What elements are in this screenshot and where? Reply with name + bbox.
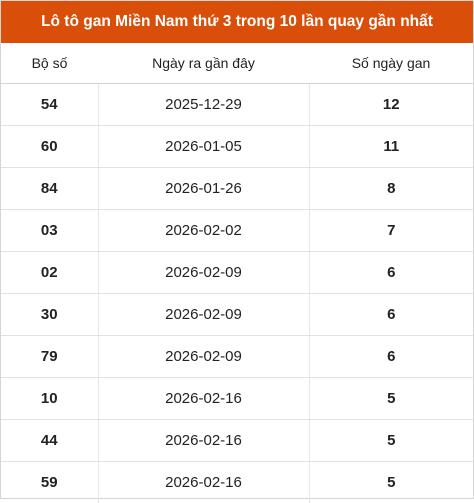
table-row: 30 2026-02-09 6 [1, 294, 473, 336]
table-row: 59 2026-02-16 5 [1, 462, 473, 503]
widget-title: Lô tô gan Miền Nam thứ 3 trong 10 lần qu… [1, 1, 473, 43]
lo-gan-table: Bộ số Ngày ra gần đây Số ngày gan 54 202… [1, 43, 473, 503]
row-last-date: 2026-02-02 [98, 210, 309, 252]
row-number: 54 [1, 84, 98, 126]
row-days-gan: 11 [309, 126, 473, 168]
table-row: 84 2026-01-26 8 [1, 168, 473, 210]
row-last-date: 2026-02-09 [98, 252, 309, 294]
table-row: 44 2026-02-16 5 [1, 420, 473, 462]
row-number: 44 [1, 420, 98, 462]
row-last-date: 2026-01-05 [98, 126, 309, 168]
row-days-gan: 7 [309, 210, 473, 252]
row-number: 03 [1, 210, 98, 252]
column-header-last-date: Ngày ra gần đây [98, 43, 309, 84]
row-number: 59 [1, 462, 98, 503]
table-row: 10 2026-02-16 5 [1, 378, 473, 420]
row-last-date: 2026-02-16 [98, 378, 309, 420]
row-days-gan: 8 [309, 168, 473, 210]
row-days-gan: 6 [309, 336, 473, 378]
row-last-date: 2026-02-16 [98, 420, 309, 462]
row-number: 79 [1, 336, 98, 378]
row-last-date: 2026-01-26 [98, 168, 309, 210]
row-number: 30 [1, 294, 98, 336]
row-days-gan: 5 [309, 462, 473, 503]
table-row: 79 2026-02-09 6 [1, 336, 473, 378]
row-last-date: 2026-02-09 [98, 294, 309, 336]
row-last-date: 2025-12-29 [98, 84, 309, 126]
row-number: 60 [1, 126, 98, 168]
table-row: 60 2026-01-05 11 [1, 126, 473, 168]
table-header-row: Bộ số Ngày ra gần đây Số ngày gan [1, 43, 473, 84]
column-header-days-gan: Số ngày gan [309, 43, 473, 84]
row-number: 84 [1, 168, 98, 210]
table-row: 02 2026-02-09 6 [1, 252, 473, 294]
column-header-number: Bộ số [1, 43, 98, 84]
row-days-gan: 6 [309, 294, 473, 336]
row-days-gan: 6 [309, 252, 473, 294]
row-days-gan: 12 [309, 84, 473, 126]
row-days-gan: 5 [309, 378, 473, 420]
row-number: 02 [1, 252, 98, 294]
row-number: 10 [1, 378, 98, 420]
row-last-date: 2026-02-09 [98, 336, 309, 378]
table-row: 54 2025-12-29 12 [1, 84, 473, 126]
table-row: 03 2026-02-02 7 [1, 210, 473, 252]
row-last-date: 2026-02-16 [98, 462, 309, 503]
row-days-gan: 5 [309, 420, 473, 462]
